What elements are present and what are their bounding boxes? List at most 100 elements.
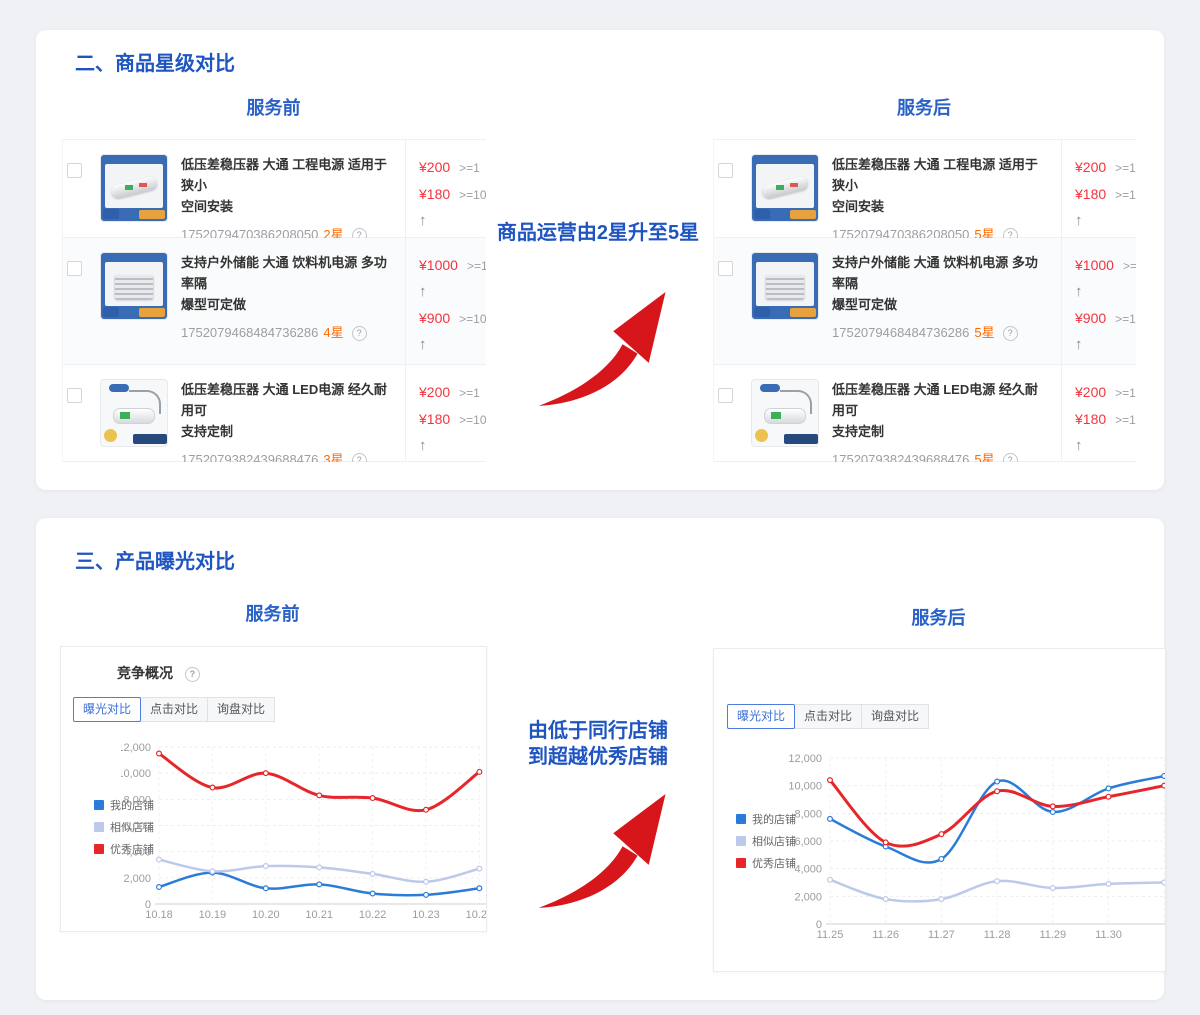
product-id-line: 1752079468484736286 4星? xyxy=(181,322,397,341)
price-column: ¥1000 >=1 ↑ ¥900 >=10 ↑ xyxy=(405,238,486,364)
help-icon[interactable]: ? xyxy=(1002,453,1018,462)
after-label-exposure: 服务后 xyxy=(911,608,966,628)
price-line: ¥200 >=1 xyxy=(419,379,486,406)
line-chart-before: 0 2,000 4,000 6,000 8,000 10,000 12,000 10.18 10… xyxy=(121,742,486,921)
legend-item[interactable]: 优秀店铺 xyxy=(94,841,154,856)
legend-swatch xyxy=(736,858,746,868)
tab-exposure[interactable]: 曝光对比 xyxy=(727,704,796,729)
legend-label: 我的店铺 xyxy=(752,814,796,826)
legend-item[interactable]: 我的店铺 xyxy=(94,797,154,812)
card-exposure-comparison: 三、产品曝光对比 服务前 服务后 竞争概况 ? 曝光对比 点击对比 询盘对比 我的店… xyxy=(36,518,1166,1000)
svg-text:10,000: 10,000 xyxy=(121,768,151,780)
help-icon[interactable]: ? xyxy=(1002,326,1018,341)
svg-text:11.30: 11.30 xyxy=(1095,929,1122,941)
help-icon[interactable]: ? xyxy=(351,453,367,462)
svg-text:8,000: 8,000 xyxy=(794,808,822,820)
product-id-line: 1752079382439688476 5星? xyxy=(832,449,1048,462)
price-min-qty: >=10 xyxy=(459,188,486,202)
help-icon[interactable]: ? xyxy=(351,326,367,341)
product-title: 低压差稳压器 大通 LED电源 经久耐用可 支持定制 xyxy=(832,382,1038,439)
row-checkbox[interactable] xyxy=(67,163,82,178)
legend-label: 优秀店铺 xyxy=(752,858,796,870)
svg-text:2,000: 2,000 xyxy=(794,891,822,903)
product-image xyxy=(100,379,168,447)
svg-text:11.29: 11.29 xyxy=(1039,929,1066,941)
product-title: 支持户外储能 大通 饮料机电源 多功率隔 爆型可定做 xyxy=(832,255,1038,312)
product-star: 5星 xyxy=(974,452,995,462)
price-min-qty: >=1 xyxy=(459,386,480,400)
product-title: 低压差稳压器 大通 工程电源 适用于狭小 空间安装 xyxy=(181,157,387,214)
row-checkbox[interactable] xyxy=(67,388,82,403)
svg-text:12,000: 12,000 xyxy=(121,742,151,754)
product-star: 4星 xyxy=(323,325,344,340)
price-min-qty: >=1 xyxy=(1122,259,1136,273)
legend-swatch xyxy=(736,814,746,824)
product-id: 1752079468484736286 xyxy=(832,325,970,340)
product-id: 1752079382439688476 xyxy=(181,452,319,462)
svg-text:4,000: 4,000 xyxy=(794,864,822,876)
product-star: 5星 xyxy=(974,325,995,340)
price-line: ¥900 >=10 xyxy=(1075,305,1136,332)
price-amount: ¥180 xyxy=(419,186,451,202)
price-line: ¥180 >=10 xyxy=(1075,406,1136,433)
competition-panel-after: 曝光对比 点击对比 询盘对比 我的店铺 相似店铺 优秀店铺 0 2,000 4,000 6,0… xyxy=(713,648,1166,972)
tab-bar: 曝光对比 点击对比 询盘对比 xyxy=(73,697,276,722)
product-image xyxy=(751,154,819,222)
help-icon[interactable]: ? xyxy=(184,667,200,682)
tab-exposure[interactable]: 曝光对比 xyxy=(73,697,142,722)
svg-text:10.24: 10.24 xyxy=(466,909,486,921)
row-checkbox[interactable] xyxy=(718,388,733,403)
svg-text:8,000: 8,000 xyxy=(123,794,151,806)
product-table-before: 低压差稳压器 大通 工程电源 适用于狭小 空间安装 1752079470386208… xyxy=(62,139,486,462)
svg-text:11.28: 11.28 xyxy=(984,929,1011,941)
tab-click[interactable]: 点击对比 xyxy=(794,704,863,729)
chart-legend: 我的店铺相似店铺优秀店铺 xyxy=(94,797,154,863)
legend-label: 相似店铺 xyxy=(752,836,796,848)
tab-inquiry[interactable]: 询盘对比 xyxy=(207,697,276,722)
price-amount: ¥180 xyxy=(419,411,451,427)
price-column: ¥200 >=1 ¥180 >=10 ↑ xyxy=(405,365,486,461)
legend-label: 优秀店铺 xyxy=(110,844,154,856)
product-info: 低压差稳压器 大通 工程电源 适用于狭小 空间安装 1752079470386208… xyxy=(181,154,397,243)
price-min-qty: >=1 xyxy=(466,259,486,273)
section-title-exposure: 三、产品曝光对比 xyxy=(75,551,235,573)
price-line: ¥200 >=1 xyxy=(1075,154,1136,181)
legend-label: 我的店铺 xyxy=(110,800,154,812)
tab-click[interactable]: 点击对比 xyxy=(140,697,209,722)
legend-item[interactable]: 相似店铺 xyxy=(736,833,796,848)
growth-arrow-icon xyxy=(538,794,666,908)
svg-text:10.18: 10.18 xyxy=(145,909,173,921)
price-min-qty: >=1 xyxy=(459,161,480,175)
legend-item[interactable]: 我的店铺 xyxy=(736,811,796,826)
up-arrow-icon: ↑ xyxy=(1075,437,1083,454)
svg-text:4,000: 4,000 xyxy=(123,847,151,859)
price-line: ¥200 >=1 xyxy=(1075,379,1136,406)
before-label-exposure: 服务前 xyxy=(245,604,300,624)
exposure-annotation-line1: 由低于同行店铺 xyxy=(528,720,668,742)
price-line: ¥1000 >=1 xyxy=(1075,252,1136,279)
row-checkbox[interactable] xyxy=(67,261,82,276)
product-image xyxy=(100,252,168,320)
row-checkbox[interactable] xyxy=(718,261,733,276)
product-row: 低压差稳压器 大通 LED电源 经久耐用可 支持定制 175207938243968… xyxy=(714,365,1136,462)
price-amount: ¥200 xyxy=(419,159,451,175)
product-info: 支持户外储能 大通 饮料机电源 多功率隔 爆型可定做 175207946848473… xyxy=(181,252,397,341)
price-line: ¥200 >=1 xyxy=(419,154,486,181)
tab-inquiry[interactable]: 询盘对比 xyxy=(861,704,930,729)
legend-item[interactable]: 优秀店铺 xyxy=(736,855,796,870)
price-amount: ¥180 xyxy=(1075,411,1107,427)
legend-swatch xyxy=(736,836,746,846)
row-checkbox[interactable] xyxy=(718,163,733,178)
product-star: 3星 xyxy=(323,452,344,462)
product-image xyxy=(751,379,819,447)
legend-item[interactable]: 相似店铺 xyxy=(94,819,154,834)
product-title: 低压差稳压器 大通 LED电源 经久耐用可 支持定制 xyxy=(181,382,387,439)
svg-text:10.19: 10.19 xyxy=(199,909,227,921)
price-column: ¥200 >=1 ¥180 >=10 ↑ xyxy=(405,140,486,237)
price-amount: ¥1000 xyxy=(1075,257,1114,273)
section-title-star: 二、商品星级对比 xyxy=(75,53,235,75)
price-column: ¥1000 >=1 ↑ ¥900 >=10 ↑ xyxy=(1061,238,1136,364)
product-title: 支持户外储能 大通 饮料机电源 多功率隔 爆型可定做 xyxy=(181,255,387,312)
svg-text:0: 0 xyxy=(816,919,822,931)
price-line: ¥900 >=10 xyxy=(419,305,486,332)
